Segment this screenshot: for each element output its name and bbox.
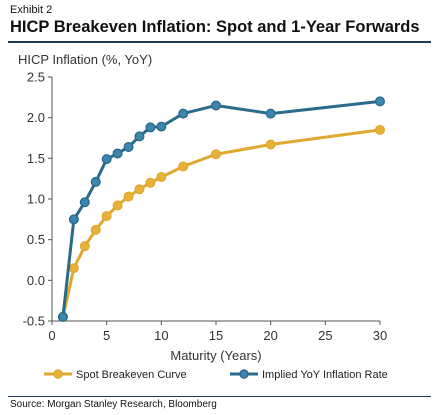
header-rule [8, 41, 431, 43]
y-tick-label: 0.0 [27, 273, 45, 288]
y-axis-title: HICP Inflation (%, YoY) [18, 52, 152, 67]
series-point-1 [123, 141, 134, 152]
series-layer [57, 96, 386, 322]
x-tick-label: 5 [103, 328, 110, 343]
legend-swatch-marker [239, 369, 249, 379]
x-tick-label: 25 [318, 328, 332, 343]
y-axis: -0.5 0.0 0.5 1.0 1.5 2.0 2.5 [23, 70, 52, 329]
y-tick-label: 1.0 [27, 192, 45, 207]
x-axis-title: Maturity (Years) [170, 348, 261, 363]
series-point-0 [68, 263, 79, 274]
series-point-1 [145, 122, 156, 133]
source-note: Source: Morgan Stanley Research, Bloombe… [10, 399, 217, 410]
series-point-0 [101, 211, 112, 222]
series-point-0 [123, 191, 134, 202]
x-tick-label: 10 [154, 328, 168, 343]
x-tick-label: 20 [263, 328, 277, 343]
x-tick-label: 30 [373, 328, 387, 343]
series-point-1 [375, 96, 386, 107]
x-tick-label: 0 [48, 328, 55, 343]
series-point-0 [112, 200, 123, 211]
series-point-0 [265, 139, 276, 150]
y-tick-label: 1.5 [27, 151, 45, 166]
series-point-0 [178, 161, 189, 172]
legend-label: Spot Breakeven Curve [76, 369, 187, 381]
series-point-0 [375, 124, 386, 135]
chart-headline: HICP Breakeven Inflation: Spot and 1-Yea… [10, 18, 420, 36]
y-tick-label: 0.5 [27, 232, 45, 247]
series-point-1 [112, 148, 123, 159]
series-point-0 [210, 149, 221, 160]
series-point-1 [265, 108, 276, 119]
series-point-0 [79, 241, 90, 252]
series-point-0 [145, 177, 156, 188]
y-tick-label: 2.0 [27, 110, 45, 125]
exhibit-label: Exhibit 2 [10, 4, 53, 16]
series-point-1 [79, 197, 90, 208]
series-point-1 [178, 108, 189, 119]
series-point-1 [101, 154, 112, 165]
x-tick-label: 15 [209, 328, 223, 343]
footer-rule [8, 396, 431, 397]
x-axis: 0 5 10 15 20 25 30 [48, 321, 387, 343]
series-point-1 [134, 131, 145, 142]
series-point-1 [210, 100, 221, 111]
y-tick-label: 2.5 [27, 70, 45, 85]
legend-swatch-marker [53, 369, 63, 379]
series-point-0 [156, 172, 167, 183]
series-point-1 [156, 121, 167, 132]
series-point-0 [90, 224, 101, 235]
y-tick-label: -0.5 [23, 314, 45, 329]
series-point-1 [57, 311, 68, 322]
series-line-1 [61, 99, 381, 318]
series-point-0 [134, 184, 145, 195]
legend: Spot Breakeven Curve Implied YoY Inflatio… [44, 369, 388, 381]
legend-label: Implied YoY Inflation Rate [262, 369, 388, 381]
series-point-1 [90, 176, 101, 187]
series-point-1 [68, 214, 79, 225]
